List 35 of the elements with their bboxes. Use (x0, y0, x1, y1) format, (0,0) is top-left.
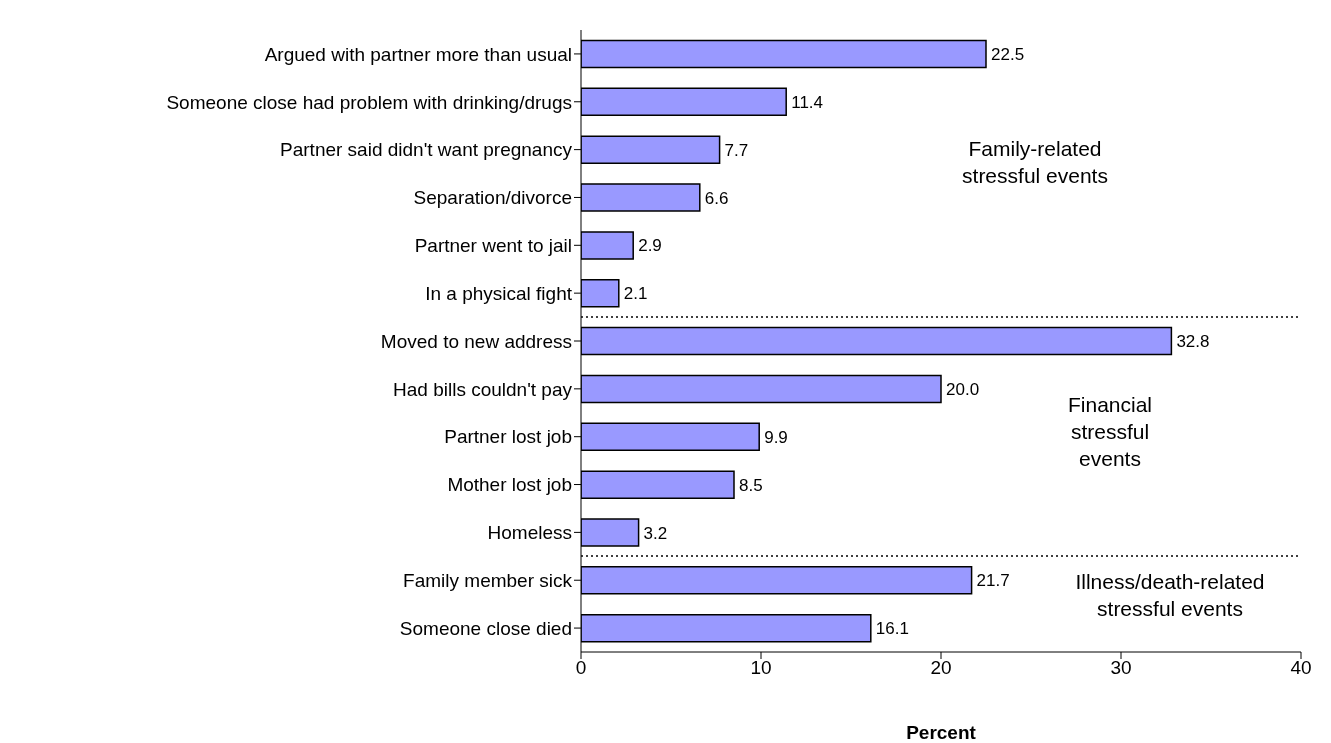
x-tick-label: 30 (1110, 657, 1132, 679)
data-label: 20.0 (946, 379, 980, 399)
x-tick-label: 10 (750, 657, 772, 679)
annotation: Illness/death-related stressful events (1074, 569, 1266, 623)
x-tick-label: 0 (575, 657, 587, 679)
annotation: Family-related stressful events (961, 136, 1109, 190)
data-label: 16.1 (875, 619, 909, 639)
y-tick-label: Family member sick (403, 569, 573, 591)
x-axis-title: Percent (906, 722, 977, 743)
y-tick-label: Homeless (487, 522, 572, 544)
data-label: 8.5 (739, 475, 763, 495)
data-label: 2.9 (638, 236, 662, 256)
y-tick-label: In a physical fight (425, 282, 573, 304)
data-label: 11.4 (791, 92, 824, 112)
y-tick-label: Someone close died (399, 617, 572, 639)
y-tick-label: Mother lost job (447, 474, 572, 496)
data-label: 7.7 (724, 140, 749, 160)
y-tick-label: Partner went to jail (414, 235, 572, 257)
y-tick-label: Separation/divorce (413, 187, 572, 209)
data-label: 32.8 (1176, 332, 1210, 352)
y-tick-label: Moved to new address (380, 330, 572, 352)
y-tick-label: Someone close had problem with drinking/drugs (166, 91, 572, 113)
data-label: 9.9 (764, 427, 788, 447)
data-label: 3.2 (643, 523, 668, 543)
y-tick-label: Argued with partner more than usual (264, 43, 572, 65)
y-tick-label: Partner said didn't want pregnancy (280, 139, 573, 161)
data-label: 21.7 (976, 571, 1010, 591)
data-label: 22.5 (991, 45, 1025, 65)
x-tick-label: 20 (930, 657, 952, 679)
y-tick-label: Had bills couldn't pay (393, 378, 573, 400)
y-tick-label: Partner lost job (444, 426, 572, 448)
data-label: 6.6 (704, 188, 729, 208)
annotation: Financial stressful events (1066, 392, 1153, 473)
data-label: 2.1 (623, 284, 648, 304)
x-tick-label: 40 (1290, 657, 1312, 679)
